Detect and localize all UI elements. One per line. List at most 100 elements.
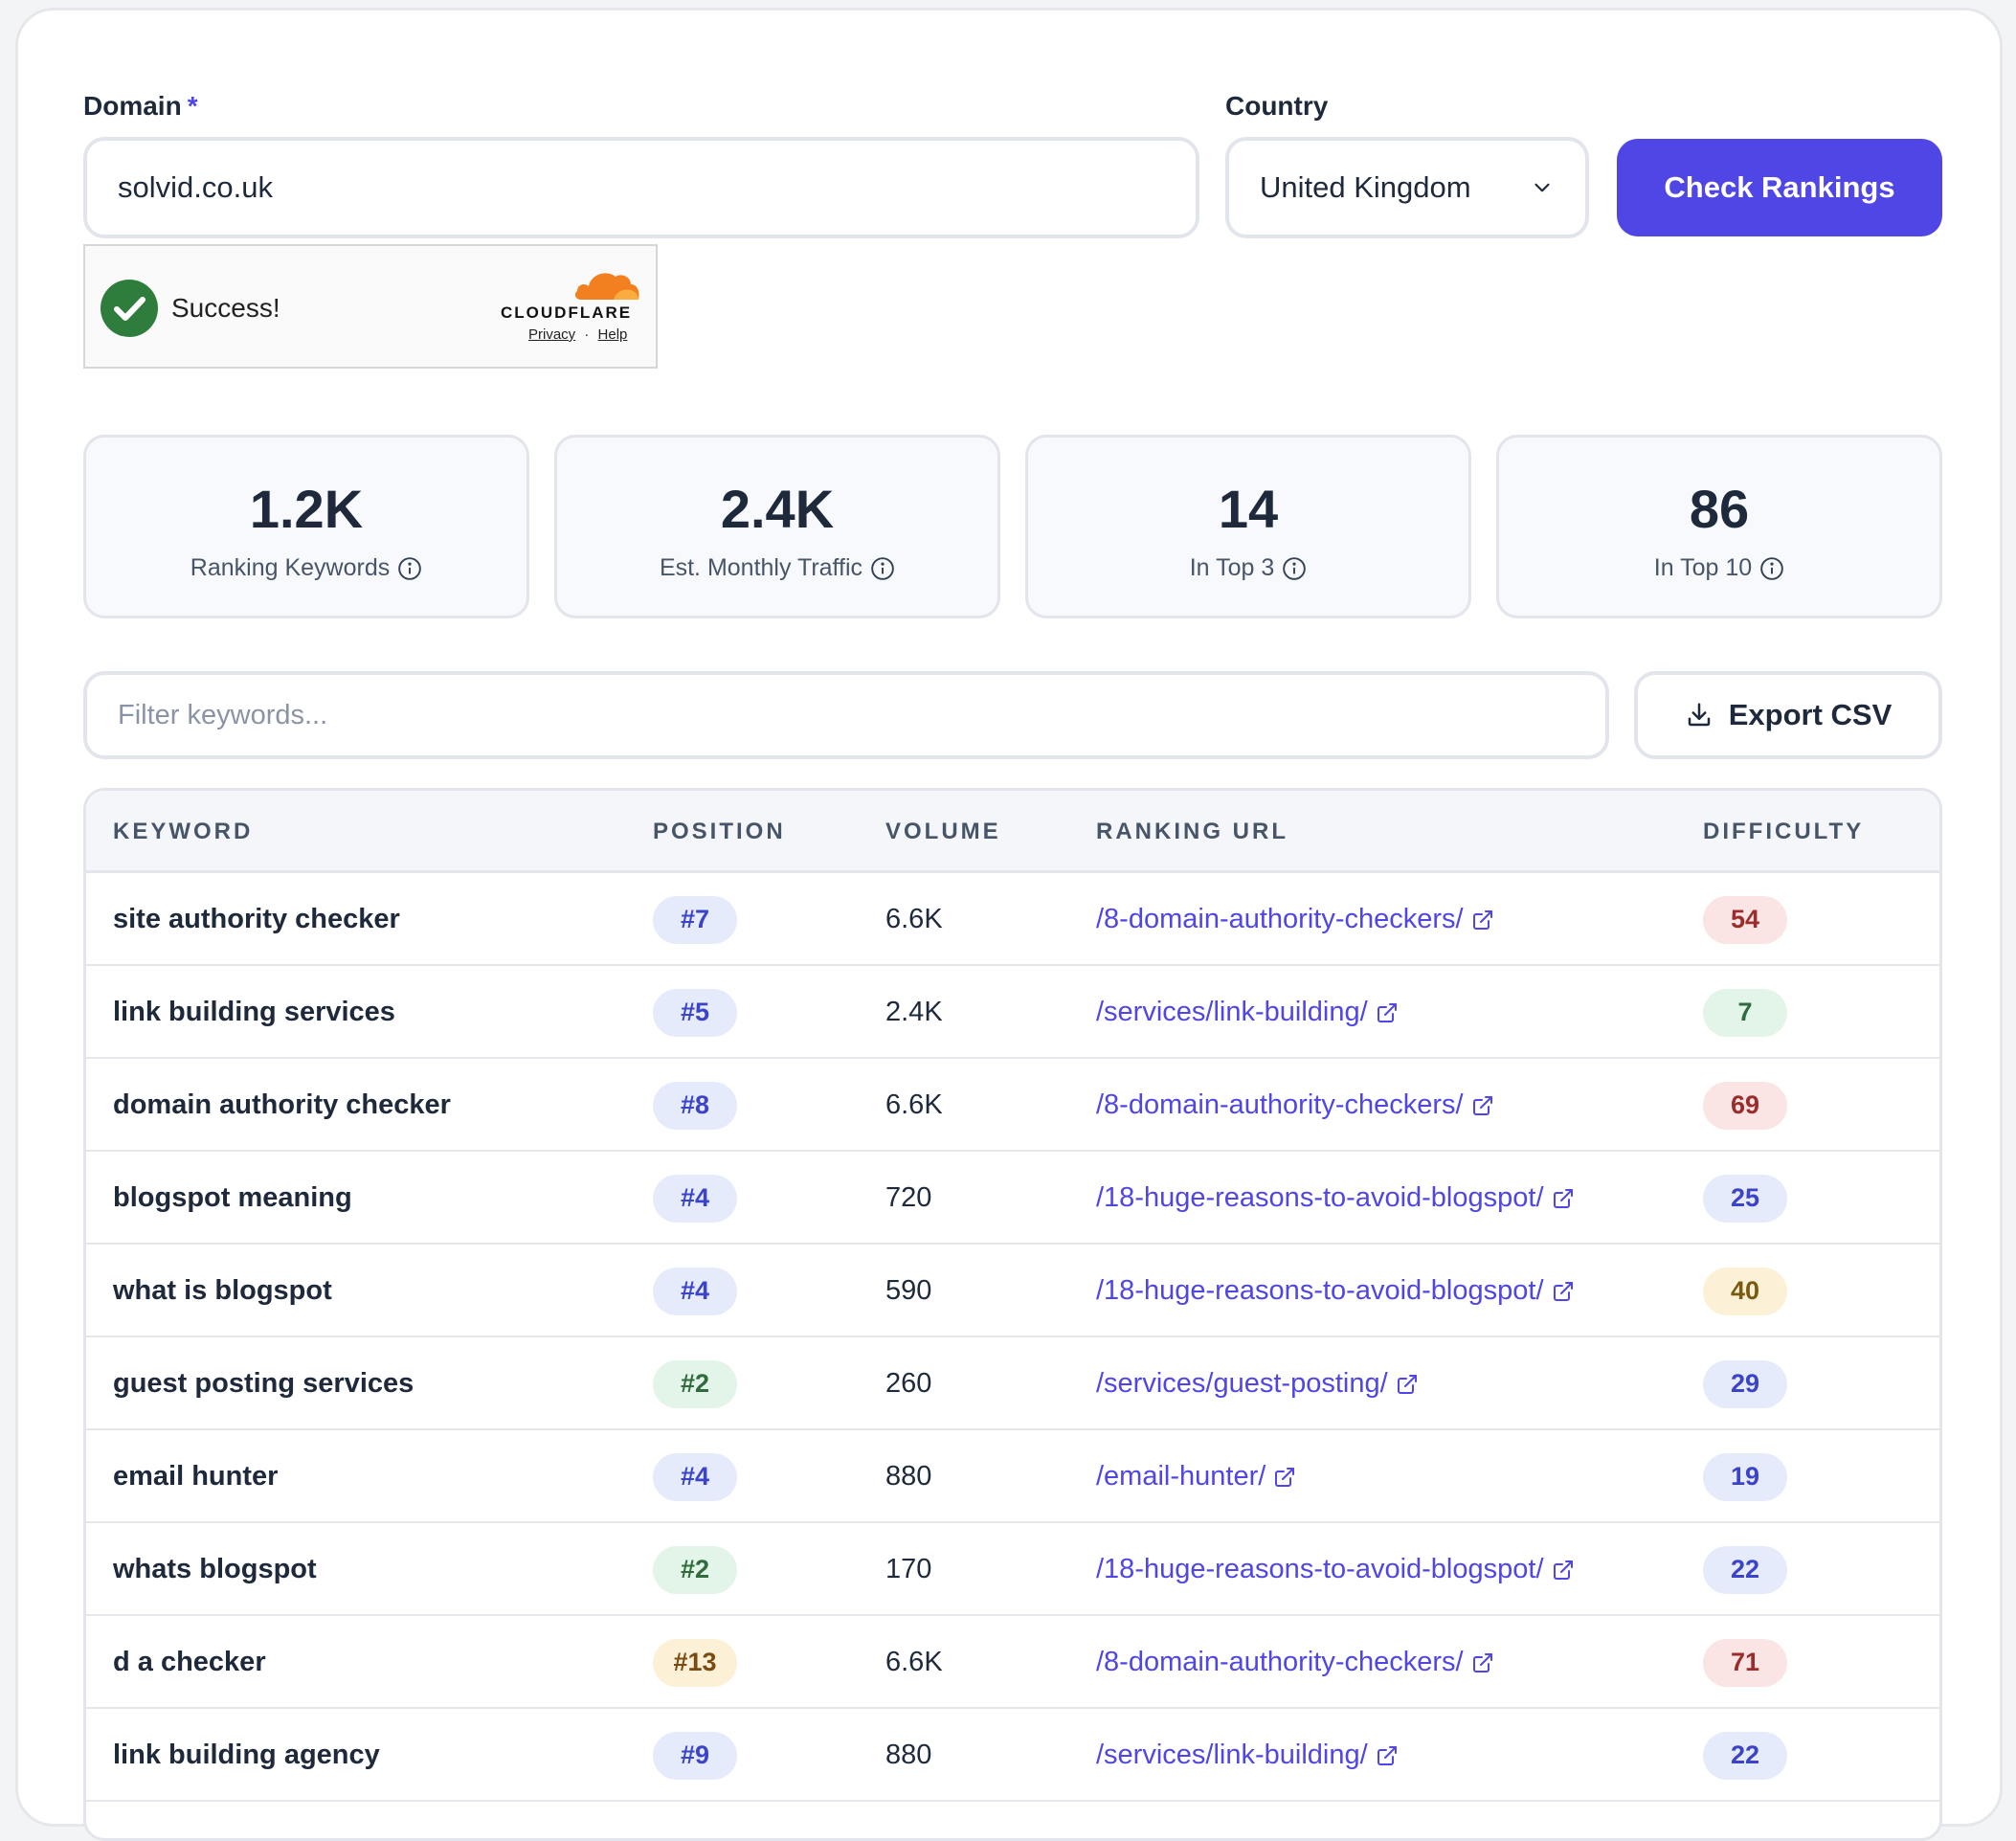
position-cell: #4 bbox=[653, 1430, 737, 1523]
difficulty-cell: 25 bbox=[1703, 1152, 1787, 1245]
info-icon[interactable] bbox=[1759, 556, 1784, 581]
url-cell: /email-hunter/ bbox=[1096, 1430, 1296, 1523]
cloudflare-logo-icon bbox=[574, 273, 639, 300]
country-select-value: United Kingdom bbox=[1260, 170, 1471, 204]
header-volume[interactable]: VOLUME bbox=[885, 819, 1001, 844]
stat-value: 14 bbox=[1218, 479, 1279, 539]
difficulty-cell: 40 bbox=[1703, 1245, 1787, 1337]
ranking-url-link[interactable]: /services/link-building/ bbox=[1096, 997, 1399, 1028]
country-select[interactable]: United Kingdom bbox=[1225, 137, 1589, 238]
stat-label: Est. Monthly Traffic bbox=[659, 554, 863, 581]
success-check-icon bbox=[101, 280, 158, 337]
header-ranking-url[interactable]: RANKING URL bbox=[1096, 819, 1288, 844]
stat-label: In Top 3 bbox=[1189, 554, 1275, 581]
difficulty-cell: 29 bbox=[1703, 1337, 1787, 1430]
volume-cell: 260 bbox=[885, 1368, 932, 1399]
position-badge: #2 bbox=[653, 1545, 737, 1594]
info-icon[interactable] bbox=[870, 556, 895, 581]
link-separator: · bbox=[584, 326, 590, 343]
keyword-cell: link building agency bbox=[113, 1740, 380, 1770]
ranking-url-text: /8-domain-authority-checkers/ bbox=[1096, 904, 1464, 934]
volume-cell: 6.6K bbox=[885, 1647, 943, 1677]
stat-label-row: In Top 10 bbox=[1499, 554, 1939, 582]
external-link-icon bbox=[1553, 1560, 1573, 1580]
volume-cell: 880 bbox=[885, 1740, 932, 1770]
check-rankings-button[interactable]: Check Rankings bbox=[1617, 139, 1942, 236]
table-row: guest posting services #2 260/services/gue… bbox=[86, 1337, 1939, 1430]
export-csv-label: Export CSV bbox=[1728, 698, 1893, 731]
cloudflare-captcha[interactable]: Success! CLOUDFLARE Privacy · Help bbox=[83, 244, 658, 369]
ranking-url-link[interactable]: /18-huge-reasons-to-avoid-blogspot/ bbox=[1096, 1182, 1575, 1214]
filter-keywords-input[interactable] bbox=[83, 671, 1609, 759]
url-cell: /services/guest-posting/ bbox=[1096, 1337, 1419, 1430]
privacy-link[interactable]: Privacy bbox=[528, 326, 576, 343]
table-row: link building services #5 2.4K/services/li… bbox=[86, 966, 1939, 1059]
difficulty-badge: 71 bbox=[1703, 1638, 1787, 1687]
keyword-cell: link building services bbox=[113, 997, 395, 1027]
keyword-cell: guest posting services bbox=[113, 1368, 414, 1399]
info-icon[interactable] bbox=[397, 556, 422, 581]
stat-value: 1.2K bbox=[249, 479, 364, 539]
external-link-icon bbox=[1397, 1374, 1417, 1394]
url-cell: /8-domain-authority-checkers/ bbox=[1096, 873, 1494, 966]
position-cell: #8 bbox=[653, 1059, 737, 1152]
country-label: Country bbox=[1225, 91, 1329, 121]
url-cell: /18-huge-reasons-to-avoid-blogspot/ bbox=[1096, 1152, 1575, 1245]
stat-ranking-keywords: 1.2K Ranking Keywords bbox=[83, 435, 529, 618]
info-icon[interactable] bbox=[1282, 556, 1307, 581]
external-link-icon bbox=[1472, 1652, 1492, 1673]
captcha-links: Privacy · Help bbox=[528, 326, 627, 343]
position-cell: #13 bbox=[653, 1616, 737, 1709]
help-link[interactable]: Help bbox=[597, 326, 628, 343]
ranking-url-link[interactable]: /8-domain-authority-checkers/ bbox=[1096, 1089, 1494, 1121]
ranking-url-text: /18-huge-reasons-to-avoid-blogspot/ bbox=[1096, 1554, 1544, 1584]
ranking-url-link[interactable]: /8-domain-authority-checkers/ bbox=[1096, 904, 1494, 935]
table-row: domain authority checker #8 6.6K/8-domain-… bbox=[86, 1059, 1939, 1152]
cloudflare-wordmark: CLOUDFLARE bbox=[501, 303, 633, 322]
required-mark: * bbox=[187, 91, 198, 121]
header-difficulty[interactable]: DIFFICULTY bbox=[1703, 819, 1865, 844]
url-cell: /8-domain-authority-checkers/ bbox=[1096, 1059, 1494, 1152]
stat-label-row: Ranking Keywords bbox=[86, 554, 526, 582]
position-cell: #9 bbox=[653, 1709, 737, 1802]
ranking-url-link[interactable]: /18-huge-reasons-to-avoid-blogspot/ bbox=[1096, 1275, 1575, 1307]
url-cell: /18-huge-reasons-to-avoid-blogspot/ bbox=[1096, 1523, 1575, 1616]
volume-cell: 6.6K bbox=[885, 904, 943, 934]
position-badge: #4 bbox=[653, 1452, 737, 1501]
header-position[interactable]: POSITION bbox=[653, 819, 786, 844]
download-icon bbox=[1688, 703, 1710, 727]
difficulty-cell: 71 bbox=[1703, 1616, 1787, 1709]
stat-value: 2.4K bbox=[720, 479, 835, 539]
external-link-icon bbox=[1553, 1188, 1573, 1208]
position-cell: #4 bbox=[653, 1245, 737, 1337]
volume-cell: 590 bbox=[885, 1275, 932, 1306]
stat-monthly-traffic: 2.4K Est. Monthly Traffic bbox=[554, 435, 1000, 618]
difficulty-badge: 54 bbox=[1703, 895, 1787, 944]
table-row: link building agency #9 880/services/link-… bbox=[86, 1709, 1939, 1802]
url-cell: /services/link-building/ bbox=[1096, 966, 1399, 1059]
ranking-url-link[interactable]: /18-huge-reasons-to-avoid-blogspot/ bbox=[1096, 1554, 1575, 1585]
export-csv-button[interactable]: Export CSV bbox=[1634, 671, 1942, 759]
ranking-url-link[interactable]: /services/link-building/ bbox=[1096, 1740, 1399, 1771]
ranking-url-text: /18-huge-reasons-to-avoid-blogspot/ bbox=[1096, 1275, 1544, 1306]
ranking-url-link[interactable]: /services/guest-posting/ bbox=[1096, 1368, 1419, 1400]
domain-input[interactable] bbox=[83, 137, 1199, 238]
header-keyword[interactable]: KEYWORD bbox=[113, 819, 254, 844]
url-cell: /18-huge-reasons-to-avoid-blogspot/ bbox=[1096, 1245, 1575, 1337]
keyword-cell: blogspot meaning bbox=[113, 1182, 352, 1213]
position-badge: #2 bbox=[653, 1359, 737, 1408]
ranking-url-link[interactable]: /email-hunter/ bbox=[1096, 1461, 1296, 1493]
table-row: blogspot meaning #4 720/18-huge-reasons-to… bbox=[86, 1152, 1939, 1245]
position-badge: #8 bbox=[653, 1081, 737, 1130]
volume-cell: 6.6K bbox=[885, 1089, 943, 1120]
position-badge: #4 bbox=[653, 1174, 737, 1223]
keyword-cell: site authority checker bbox=[113, 904, 400, 934]
rank-checker-card: Domain* Country United Kingdom Check Ran… bbox=[15, 8, 2003, 1841]
table-row: d a checker #13 6.6K/8-domain-authority-ch… bbox=[86, 1616, 1939, 1709]
ranking-url-link[interactable]: /8-domain-authority-checkers/ bbox=[1096, 1647, 1494, 1678]
url-cell: /services/link-building/ bbox=[1096, 1709, 1399, 1802]
keyword-cell: domain authority checker bbox=[113, 1089, 451, 1120]
position-cell: #2 bbox=[653, 1337, 737, 1430]
position-badge: #9 bbox=[653, 1731, 737, 1780]
position-cell: #5 bbox=[653, 966, 737, 1059]
